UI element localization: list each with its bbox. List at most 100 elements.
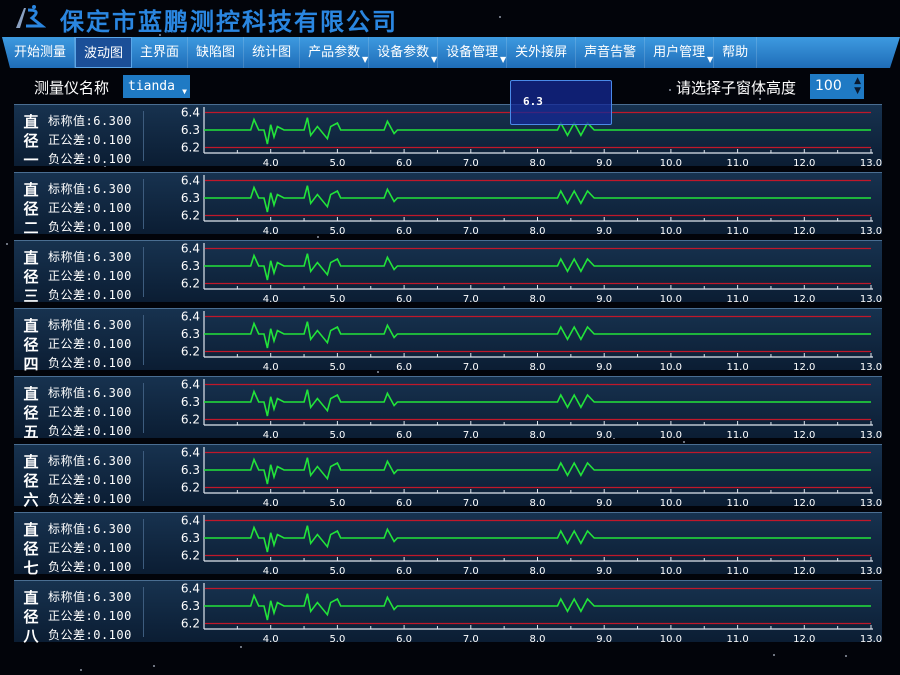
- panel-name-char: 径: [23, 336, 39, 354]
- panel-name-char: 六: [23, 491, 39, 509]
- x-tick-label: 7.0: [463, 362, 479, 371]
- x-tick-label: 7.0: [463, 294, 479, 303]
- panel-lower-value: 负公差:0.100: [48, 152, 132, 166]
- x-tick-label: 13.0: [860, 362, 882, 371]
- x-tick-label: 8.0: [530, 566, 546, 575]
- tooltip-value: 6.3: [523, 95, 543, 108]
- menu-item-label: 设备管理: [446, 45, 499, 60]
- y-tick-label: 6.4: [181, 378, 200, 392]
- y-tick-label: 6.3: [181, 463, 200, 477]
- x-tick-label: 10.0: [660, 498, 682, 507]
- waveform-chart[interactable]: 6.4 6.3 6.2 4.0 5.0 6.0 7.0 8.0 9.0 10.0 11.0 12.0 1…: [154, 309, 882, 372]
- x-tick-label: 4.0: [263, 362, 279, 371]
- panel-name-char: 径: [23, 472, 39, 490]
- x-tick-label: 6.0: [396, 566, 412, 575]
- y-tick-label: 6.2: [181, 209, 200, 223]
- x-tick-label: 8.0: [530, 498, 546, 507]
- y-tick-label: 6.2: [181, 345, 200, 359]
- diameter-signal-line: [204, 593, 871, 621]
- x-tick-label: 9.0: [596, 226, 612, 235]
- diameter-signal-line: [204, 253, 871, 281]
- panel-lower-value: 负公差:0.100: [48, 492, 132, 506]
- star: [6, 242, 9, 245]
- panel-name-char: 直: [23, 453, 39, 471]
- instrument-value: tianda: [128, 79, 175, 94]
- x-tick-label: 4.0: [263, 158, 279, 167]
- menu-item-1[interactable]: 波动图: [75, 37, 133, 68]
- diameter-panel-5: 直径五 标称值:6.300 正公差:0.100 负公差:0.100 6.4 6.3 6.2 4…: [14, 376, 882, 441]
- star: [758, 98, 761, 101]
- x-tick-label: 7.0: [463, 566, 479, 575]
- menu-item-2[interactable]: 主界面: [132, 37, 189, 68]
- y-tick-label: 6.3: [181, 395, 200, 409]
- panel-lower-value: 负公差:0.100: [48, 356, 132, 370]
- menu-item-label: 开始测量: [14, 45, 67, 60]
- chevron-down-icon: ▼: [499, 55, 507, 64]
- panel-lower-value: 负公差:0.100: [48, 288, 132, 302]
- menu-item-7[interactable]: 设备管理 ▼: [438, 37, 508, 68]
- y-tick-label: 6.2: [181, 277, 200, 291]
- x-tick-label: 8.0: [530, 294, 546, 303]
- menu-item-11[interactable]: 帮助: [714, 37, 758, 68]
- x-tick-label: 11.0: [726, 158, 748, 167]
- panel-lower-value: 负公差:0.100: [48, 560, 132, 574]
- star: [377, 371, 380, 374]
- x-tick-label: 5.0: [329, 158, 345, 167]
- menu-item-0[interactable]: 开始测量: [6, 37, 76, 68]
- subwindow-height-spinner[interactable]: 100 ▲ ▼: [810, 74, 864, 99]
- instrument-select[interactable]: tianda ▼: [123, 75, 190, 98]
- x-tick-label: 8.0: [530, 158, 546, 167]
- diameter-panel-4: 直径四 标称值:6.300 正公差:0.100 负公差:0.100 6.4 6.3 6.2 4…: [14, 308, 882, 373]
- y-tick-label: 6.4: [181, 514, 200, 528]
- waveform-chart[interactable]: 6.4 6.3 6.2 4.0 5.0 6.0 7.0 8.0 9.0 10.0 11.0 12.0 1…: [154, 377, 882, 440]
- x-tick-label: 13.0: [860, 226, 882, 235]
- menu-item-10[interactable]: 用户管理 ▼: [645, 37, 715, 68]
- x-tick-label: 13.0: [860, 498, 882, 507]
- y-tick-label: 6.2: [181, 481, 200, 495]
- x-tick-label: 7.0: [463, 430, 479, 439]
- menu-item-3[interactable]: 缺陷图: [188, 37, 245, 68]
- x-tick-label: 9.0: [596, 566, 612, 575]
- x-tick-label: 11.0: [726, 498, 748, 507]
- waveform-chart[interactable]: 6.4 6.3 6.2 4.0 5.0 6.0 7.0 8.0 9.0 10.0 11.0 12.0 1…: [154, 173, 882, 236]
- x-tick-label: 4.0: [263, 430, 279, 439]
- x-tick-label: 5.0: [329, 430, 345, 439]
- menu-item-5[interactable]: 产品参数 ▼: [300, 37, 370, 68]
- x-tick-label: 12.0: [793, 362, 815, 371]
- x-tick-label: 13.0: [860, 634, 882, 643]
- menu-item-9[interactable]: 声音告警: [576, 37, 646, 68]
- x-tick-label: 7.0: [463, 158, 479, 167]
- panel-nominal-value: 标称值:6.300: [48, 522, 132, 536]
- x-tick-label: 10.0: [660, 362, 682, 371]
- x-tick-label: 4.0: [263, 634, 279, 643]
- panel-name-char: 直: [23, 521, 39, 539]
- menu-item-8[interactable]: 关外接屏: [507, 37, 577, 68]
- divider: [143, 111, 144, 161]
- panel-name-char: 七: [23, 559, 39, 577]
- main-menu: 开始测量 波动图 主界面 缺陷图 统计图 产品参数 ▼ 设备参数 ▼ 设备管理 ▼ 关外接屏 声音告警用…: [2, 37, 900, 68]
- panel-name-char: 一: [23, 151, 39, 169]
- waveform-chart[interactable]: 6.4 6.3 6.2 4.0 5.0 6.0 7.0 8.0 9.0 10.0 11.0 12.0 1…: [154, 513, 882, 576]
- panel-name-char: 直: [23, 385, 39, 403]
- app-title: 保定市蓝鹏测控科技有限公司: [60, 8, 398, 36]
- waveform-chart[interactable]: 6.4 6.3 6.2 4.0 5.0 6.0 7.0 8.0 9.0 10.0 11.0 12.0 1…: [154, 581, 882, 644]
- waveform-chart[interactable]: 6.4 6.3 6.2 4.0 5.0 6.0 7.0 8.0 9.0 10.0 11.0 12.0 1…: [154, 241, 882, 304]
- x-tick-label: 10.0: [660, 566, 682, 575]
- x-tick-label: 5.0: [329, 226, 345, 235]
- panel-name-char: 径: [23, 200, 39, 218]
- x-tick-label: 4.0: [263, 294, 279, 303]
- star: [73, 14, 76, 17]
- menu-item-6[interactable]: 设备参数 ▼: [369, 37, 439, 68]
- x-tick-label: 5.0: [329, 294, 345, 303]
- x-tick-label: 13.0: [860, 430, 882, 439]
- x-tick-label: 8.0: [530, 430, 546, 439]
- x-tick-label: 12.0: [793, 158, 815, 167]
- star: [151, 25, 154, 28]
- menu-item-label: 主界面: [140, 45, 180, 60]
- spin-arrows-icon[interactable]: ▲ ▼: [854, 76, 861, 96]
- menu-item-4[interactable]: 统计图: [244, 37, 301, 68]
- panel-upper-value: 正公差:0.100: [48, 405, 132, 419]
- x-tick-label: 10.0: [660, 430, 682, 439]
- panel-name-char: 径: [23, 404, 39, 422]
- waveform-chart[interactable]: 6.4 6.3 6.2 4.0 5.0 6.0 7.0 8.0 9.0 10.0 11.0 12.0 1…: [154, 445, 882, 508]
